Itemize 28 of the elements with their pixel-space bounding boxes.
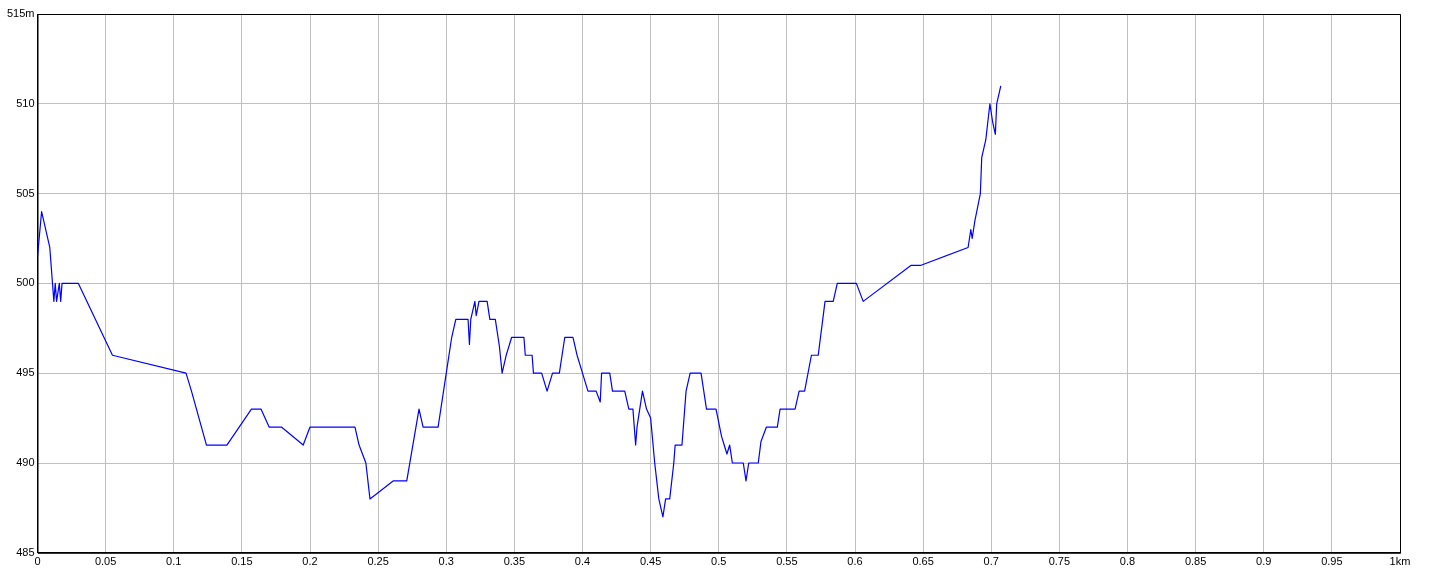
x-tick-label: 0.45: [639, 555, 662, 568]
x-tick-label: 0.55: [776, 555, 798, 568]
y-tick-label: 505: [16, 186, 35, 199]
y-tick-label: 485: [16, 545, 35, 558]
y-tick-label: 490: [16, 456, 35, 469]
x-tick-label: 0.9: [1256, 555, 1272, 568]
x-tick-label: 0.35: [503, 555, 526, 568]
x-tick-label: 0.05: [94, 555, 117, 568]
x-tick-label: 0.3: [438, 555, 454, 568]
x-tick-label: 0.6: [847, 555, 863, 568]
x-tick-label: 0.65: [912, 555, 934, 568]
x-tick-label: 0.15: [231, 555, 253, 568]
x-tick-label: 0.2: [302, 555, 318, 568]
y-tick-label: 510: [16, 96, 35, 109]
x-tick-label: 0.75: [1048, 555, 1071, 568]
y-tick-label: 515m: [6, 7, 35, 20]
x-tick-label: 0.7: [983, 555, 999, 568]
x-tick-label: 0.5: [711, 555, 727, 568]
x-tick-label: 0.85: [1184, 555, 1207, 568]
x-tick-label: 0.95: [1321, 555, 1343, 568]
x-tick-label: 1km: [1389, 555, 1411, 568]
x-tick-label: 0.1: [166, 555, 182, 568]
x-tick-label: 0.8: [1119, 555, 1136, 568]
y-tick-label: 495: [16, 366, 35, 379]
x-tick-label: 0.4: [574, 555, 591, 568]
y-tick-label: 500: [16, 276, 35, 289]
x-tick-label: 0.25: [367, 555, 389, 568]
x-tick-label: 0: [34, 555, 41, 568]
